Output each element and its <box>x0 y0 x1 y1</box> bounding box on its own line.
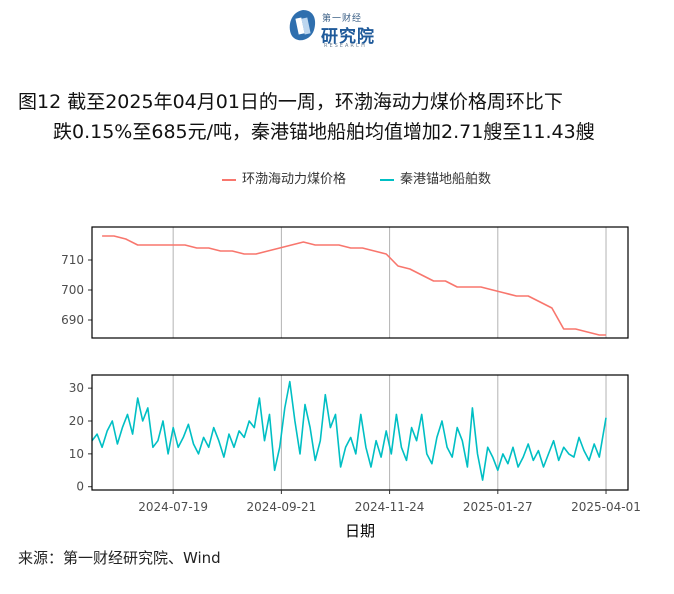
x-tick-label-2: 2024-11-24 <box>355 500 425 514</box>
legend-item-price: 环渤海动力煤价格 <box>222 168 346 187</box>
figure-title-line2: 跌0.15%至685元/吨，秦港锚地船舶均值增加2.71艘至11.43艘 <box>53 121 595 143</box>
panel2-series-line-0 <box>91 380 607 481</box>
source-note: 来源：第一财经研究院、Wind <box>18 549 221 567</box>
x-tick-label-4: 2025-04-01 <box>571 500 641 514</box>
panel2-ytick-label-1: 10 <box>69 447 84 461</box>
x-tick-label-3: 2025-01-27 <box>463 500 533 514</box>
panel1-ytick-label-0: 690 <box>61 313 84 327</box>
legend-swatch-price <box>222 178 236 181</box>
legend-label-ships: 秦港锚地船舶数 <box>400 172 492 187</box>
figure-title: 图12 截至2025年04月01日的一周，环渤海动力煤价格周环比下 跌0.15%… <box>18 87 658 147</box>
logo: 第一财经 研究院 RESEARCH <box>288 8 388 49</box>
panel1-series-line-0 <box>102 235 606 336</box>
logo-brand: 第一财经 <box>322 14 363 24</box>
logo-name: 研究院 <box>321 27 375 47</box>
panel1-ytick-label-1: 700 <box>61 283 84 297</box>
panel2-ytick-label-0: 0 <box>76 480 84 494</box>
figure-title-line1: 图12 截至2025年04月01日的一周，环渤海动力煤价格周环比下 <box>18 91 563 113</box>
panel2-ytick-label-2: 20 <box>69 414 84 428</box>
legend-label-price: 环渤海动力煤价格 <box>242 172 347 187</box>
x-tick-label-1: 2024-09-21 <box>247 500 317 514</box>
panel1-frame <box>91 226 629 339</box>
legend-swatch-ships <box>380 178 394 181</box>
panel2-ytick-label-3: 30 <box>69 381 84 395</box>
logo-mark-icon <box>289 10 316 41</box>
legend-item-ships: 秦港锚地船舶数 <box>380 168 491 187</box>
x-tick-label-0: 2024-07-19 <box>138 500 208 514</box>
panel2-frame <box>91 374 629 491</box>
logo-sub: RESEARCH <box>324 43 367 49</box>
panel1-ytick-label-2: 710 <box>61 253 84 267</box>
x-axis-label: 日期 <box>345 522 375 540</box>
